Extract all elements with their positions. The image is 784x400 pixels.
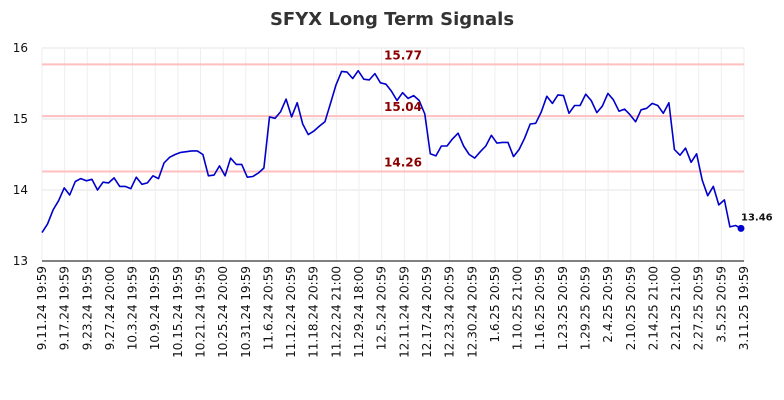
chart-title: SFYX Long Term Signals	[270, 9, 514, 30]
reference-line-label: 15.04	[384, 100, 422, 114]
x-tick-label: 2.21.25 21:00	[669, 266, 683, 350]
x-tick-label: 12.11.24 20:59	[397, 266, 411, 358]
x-tick-label: 3.5.25 20:59	[714, 266, 728, 343]
x-tick-label: 10.15.24 19:59	[171, 266, 185, 358]
x-tick-label: 2.4.25 20:59	[601, 266, 615, 343]
x-tick-label: 1.10.25 21:00	[511, 266, 525, 350]
x-tick-label: 12.30.24 20:59	[465, 266, 479, 358]
x-tick-label: 10.9.24 19:59	[148, 266, 162, 350]
x-tick-label: 11.12.24 20:59	[284, 266, 298, 358]
x-tick-label: 11.29.24 18:00	[352, 266, 366, 358]
x-tick-label: 11.18.24 20:59	[307, 266, 321, 358]
grid-lines	[41, 47, 745, 262]
reference-line-label: 15.77	[384, 48, 422, 62]
x-tick-label: 2.14.25 21:00	[646, 266, 660, 350]
x-tick-label: 2.27.25 20:59	[692, 266, 706, 350]
y-tick-label: 14	[13, 183, 28, 197]
x-tick-label: 11.6.24 20:59	[261, 266, 275, 350]
x-tick-label: 1.23.25 20:59	[556, 266, 570, 350]
x-tick-label: 1.6.25 20:59	[488, 266, 502, 343]
last-value-label: 13.46	[741, 212, 773, 223]
series-layer	[41, 69, 745, 234]
x-tick-label: 10.25.24 20:00	[216, 266, 230, 358]
x-tick-label: 12.5.24 20:59	[375, 266, 389, 350]
x-tick-label: 2.10.25 20:59	[624, 266, 638, 350]
reference-line-label: 14.26	[384, 156, 422, 170]
y-tick-label: 16	[13, 41, 28, 55]
series-line	[41, 69, 742, 234]
x-tick-label: 9.27.24 20:00	[103, 266, 117, 350]
x-tick-label: 1.16.25 20:59	[533, 266, 547, 350]
labels-layer: 13 14 15 16 9.11.24 19:59 9.17.24 19:59 9.23.2…	[13, 41, 773, 358]
x-tick-label: 10.21.24 19:59	[194, 266, 208, 358]
x-tick-label: 11.22.24 21:00	[329, 266, 343, 358]
x-tick-label: 3.11.25 19:59	[737, 266, 751, 350]
y-tick-label: 15	[13, 112, 28, 126]
last-value-point	[737, 224, 745, 232]
x-tick-label: 12.17.24 20:59	[420, 266, 434, 358]
reference-lines	[42, 63, 744, 173]
x-tick-label: 9.23.24 19:59	[80, 266, 94, 350]
x-tick-label: 1.29.25 20:59	[578, 266, 592, 350]
x-tick-label: 9.17.24 19:59	[58, 266, 72, 350]
x-tick-label: 10.31.24 19:59	[239, 266, 253, 358]
x-tick-label: 12.23.24 20:59	[443, 266, 457, 358]
x-tick-label: 10.3.24 19:59	[126, 266, 140, 350]
y-tick-label: 13	[13, 254, 28, 268]
x-tick-label: 9.11.24 19:59	[35, 266, 49, 350]
